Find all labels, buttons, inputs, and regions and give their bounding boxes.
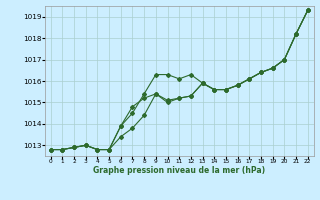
X-axis label: Graphe pression niveau de la mer (hPa): Graphe pression niveau de la mer (hPa) <box>93 166 265 175</box>
